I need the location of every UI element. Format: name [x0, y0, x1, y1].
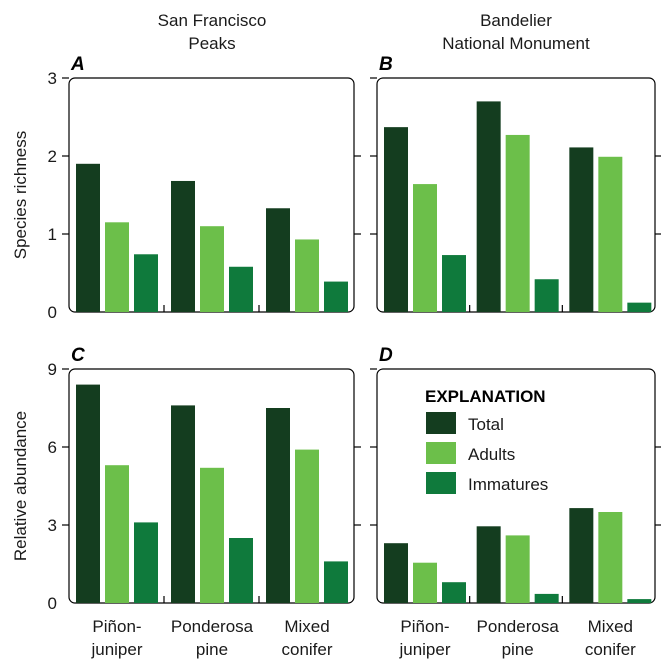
x-category-label: Mixed: [284, 617, 329, 636]
y-tick-label: 3: [48, 69, 57, 88]
bar-immatures-2: [534, 593, 559, 603]
bar-immatures-3: [324, 281, 348, 312]
x-category-label: pine: [502, 640, 534, 659]
bar-immatures-2: [534, 279, 559, 312]
x-category-label: juniper: [398, 640, 450, 659]
bar-total-3: [569, 508, 594, 603]
bar-adults-1: [105, 222, 129, 312]
bar-immatures-2: [229, 266, 253, 312]
legend-swatch-immatures: [426, 472, 456, 494]
y-axis-label: Species richness: [11, 131, 30, 260]
bar-immatures-1: [442, 582, 466, 603]
legend-label-adults: Adults: [468, 445, 515, 464]
bar-total-2: [171, 180, 195, 312]
bar-immatures-1: [134, 522, 158, 603]
bar-immatures-3: [627, 302, 652, 312]
bar-total-2: [476, 101, 501, 313]
bar-total-3: [266, 208, 290, 312]
y-tick-label: 1: [48, 225, 57, 244]
bar-total-2: [476, 526, 501, 603]
bar-immatures-3: [627, 599, 652, 603]
bar-adults-1: [105, 465, 129, 603]
x-category-label: Piñon-: [400, 617, 449, 636]
x-category-label: Ponderosa: [477, 617, 560, 636]
bar-adults-3: [295, 239, 319, 312]
y-tick-label: 3: [48, 516, 57, 535]
legend-title: EXPLANATION: [425, 387, 546, 406]
legend-swatch-total: [426, 412, 456, 434]
bar-adults-3: [295, 449, 319, 603]
bar-total-3: [569, 147, 594, 312]
panel-b: B: [370, 54, 661, 313]
bar-adults-2: [200, 467, 224, 603]
bar-immatures-3: [324, 561, 348, 603]
bar-immatures-1: [134, 254, 158, 312]
x-category-label: Ponderosa: [171, 617, 254, 636]
bar-adults-1: [413, 562, 437, 603]
y-tick-label: 6: [48, 438, 57, 457]
panel-letter: A: [70, 54, 85, 75]
y-tick-label: 0: [48, 303, 57, 322]
bar-adults-2: [505, 134, 530, 312]
x-category-label: conifer: [585, 640, 636, 659]
y-tick-label: 0: [48, 594, 57, 613]
panel-c: C 0 3 6 9 Relative abundance Piñon-juniper Pond…: [11, 345, 361, 659]
y-tick-label: 9: [48, 360, 57, 379]
bar-immatures-1: [442, 255, 466, 312]
bar-adults-1: [413, 184, 437, 312]
x-category-label: pine: [196, 640, 228, 659]
panel-letter: D: [379, 345, 393, 366]
bar-total-1: [384, 543, 408, 603]
legend: EXPLANATION Total Adults Immatures: [425, 387, 548, 494]
bar-total-1: [384, 127, 408, 312]
panel-letter: B: [379, 54, 393, 75]
x-category-label: conifer: [281, 640, 332, 659]
bar-adults-2: [505, 535, 530, 603]
bar-total-1: [76, 163, 100, 312]
bar-adults-2: [200, 226, 224, 312]
bar-total-1: [76, 384, 100, 603]
x-category-label: Piñon-: [92, 617, 141, 636]
bar-total-2: [171, 405, 195, 603]
bar-adults-3: [598, 156, 623, 312]
legend-label-immatures: Immatures: [468, 475, 548, 494]
bar-immatures-2: [229, 538, 253, 603]
legend-swatch-adults: [426, 442, 456, 464]
bar-total-3: [266, 408, 290, 603]
panel-letter: C: [71, 345, 85, 366]
legend-label-total: Total: [468, 415, 504, 434]
bar-adults-3: [598, 512, 623, 603]
y-axis-label: Relative abundance: [11, 411, 30, 561]
column-title-line: Peaks: [188, 34, 235, 53]
column-title-line: National Monument: [442, 34, 590, 53]
y-tick-label: 2: [48, 147, 57, 166]
panel-a: A 0 1 2 3 Species richness: [11, 54, 361, 322]
x-category-label: Mixed: [588, 617, 633, 636]
x-category-label: juniper: [90, 640, 142, 659]
column-title-line: Bandelier: [480, 11, 552, 30]
column-title-line: San Francisco: [158, 11, 267, 30]
